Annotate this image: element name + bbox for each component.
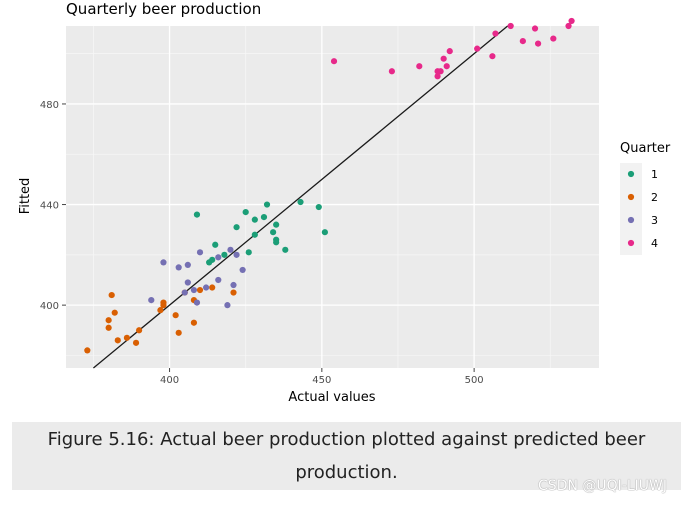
data-point-quarter-3: [215, 276, 222, 284]
data-point-quarter-3: [227, 246, 234, 253]
data-point-quarter-1: [263, 201, 271, 208]
data-point-quarter-4: [550, 35, 557, 42]
data-point-quarter-1: [193, 211, 201, 218]
data-point-quarter-3: [181, 289, 188, 296]
data-point-quarter-1: [273, 221, 280, 228]
y-axis-label: Fitted: [18, 178, 33, 215]
data-point-quarter-4: [489, 53, 496, 60]
data-point-quarter-2: [160, 302, 167, 309]
data-point-quarter-3: [184, 261, 191, 268]
data-point-quarter-3: [175, 264, 182, 271]
data-point-quarter-3: [215, 254, 222, 261]
data-point-quarter-4: [507, 22, 514, 30]
scatter-chart: 400 450 500 400 440 480 Quarterly beer produc…: [18, 0, 671, 405]
data-point-quarter-4: [568, 17, 575, 25]
data-point-quarter-1: [282, 246, 289, 253]
data-point-quarter-1: [251, 231, 258, 238]
grid-lines: [66, 26, 599, 368]
legend: Quarter 1 2 3 4: [620, 141, 671, 255]
data-point-quarter-2: [84, 347, 91, 354]
data-point-quarter-3: [224, 302, 231, 309]
data-point-quarter-2: [105, 317, 112, 324]
data-point-quarter-1: [297, 198, 304, 206]
watermark-text: CSDN @UQI-LIUWJ: [538, 478, 667, 494]
data-point-quarter-3: [230, 281, 237, 289]
data-point-quarter-3: [196, 249, 204, 256]
legend-label-quarter-1: 1: [651, 168, 658, 181]
y-tick-label: 480: [40, 100, 59, 111]
data-point-quarter-4: [519, 37, 526, 45]
data-point-quarter-2: [196, 286, 204, 294]
data-point-quarter-2: [108, 291, 115, 299]
x-tick-label: 500: [465, 375, 484, 386]
data-point-quarter-1: [242, 208, 249, 216]
legend-label-quarter-3: 3: [651, 214, 658, 227]
data-point-quarter-2: [230, 289, 237, 296]
chart-title: Quarterly beer production: [66, 0, 261, 18]
data-point-quarter-4: [443, 63, 450, 70]
data-point-quarter-1: [212, 241, 219, 248]
data-point-quarter-1: [251, 216, 258, 223]
data-point-quarter-4: [492, 30, 499, 37]
data-point-quarter-1: [270, 229, 277, 236]
data-point-quarter-2: [209, 284, 216, 291]
caption-line-2: production.: [295, 462, 398, 483]
caption-line-1: Figure 5.16: Actual beer production plot…: [47, 429, 646, 450]
data-point-quarter-1: [209, 256, 216, 263]
data-point-quarter-2: [132, 339, 140, 346]
data-point-quarter-2: [105, 324, 112, 331]
data-point-quarter-2: [175, 329, 182, 336]
data-point-quarter-3: [184, 279, 191, 286]
data-point-quarter-4: [434, 73, 441, 80]
data-point-quarter-1: [315, 203, 322, 211]
data-point-quarter-4: [440, 55, 447, 62]
data-point-quarter-3: [239, 266, 246, 274]
legend-key-quarter-2: [627, 193, 635, 201]
data-point-quarter-3: [203, 284, 210, 291]
plot-panel: [66, 26, 599, 368]
x-axis-label: Actual values: [288, 390, 375, 405]
legend-key-quarter-3: [627, 216, 635, 224]
x-tick-label: 400: [160, 375, 179, 386]
data-point-quarter-2: [190, 319, 198, 326]
data-point-quarter-2: [172, 312, 179, 319]
data-point-quarter-4: [565, 22, 572, 30]
figure-caption: Figure 5.16: Actual beer production plot…: [12, 422, 681, 490]
axis-ticks: 400 450 500 400 440 480: [40, 100, 484, 386]
data-point-quarter-4: [531, 25, 539, 32]
legend-label-quarter-2: 2: [651, 191, 658, 204]
data-point-quarter-1: [233, 224, 240, 231]
data-point-quarter-3: [233, 251, 240, 258]
legend-keys-background: [620, 163, 642, 255]
x-tick-label: 450: [312, 375, 331, 386]
data-point-quarter-4: [388, 68, 395, 75]
legend-key-quarter-1: [627, 170, 635, 178]
data-point-quarter-1: [245, 249, 252, 256]
data-point-quarter-3: [148, 297, 155, 304]
data-point-quarter-4: [416, 63, 423, 70]
legend-label-quarter-4: 4: [651, 237, 658, 250]
legend-key-quarter-4: [627, 239, 635, 247]
data-point-quarter-4: [474, 45, 481, 52]
data-point-quarter-4: [446, 48, 453, 55]
data-point-quarter-2: [123, 334, 131, 341]
data-point-quarter-2: [157, 307, 164, 314]
data-point-quarter-2: [111, 309, 118, 316]
data-point-quarter-4: [437, 68, 444, 75]
data-point-quarter-3: [193, 299, 201, 306]
y-tick-label: 440: [40, 201, 59, 212]
data-point-quarter-1: [221, 251, 228, 258]
data-points: [84, 17, 575, 354]
data-point-quarter-2: [135, 327, 143, 334]
data-point-quarter-2: [114, 337, 121, 344]
data-point-quarter-1: [273, 239, 280, 246]
legend-title: Quarter: [620, 141, 671, 156]
data-point-quarter-1: [321, 229, 328, 236]
data-point-quarter-3: [160, 259, 167, 266]
data-point-quarter-4: [534, 40, 542, 47]
data-point-quarter-3: [190, 286, 198, 294]
data-point-quarter-1: [260, 214, 268, 221]
y-tick-label: 400: [40, 301, 59, 312]
data-point-quarter-4: [330, 58, 338, 65]
